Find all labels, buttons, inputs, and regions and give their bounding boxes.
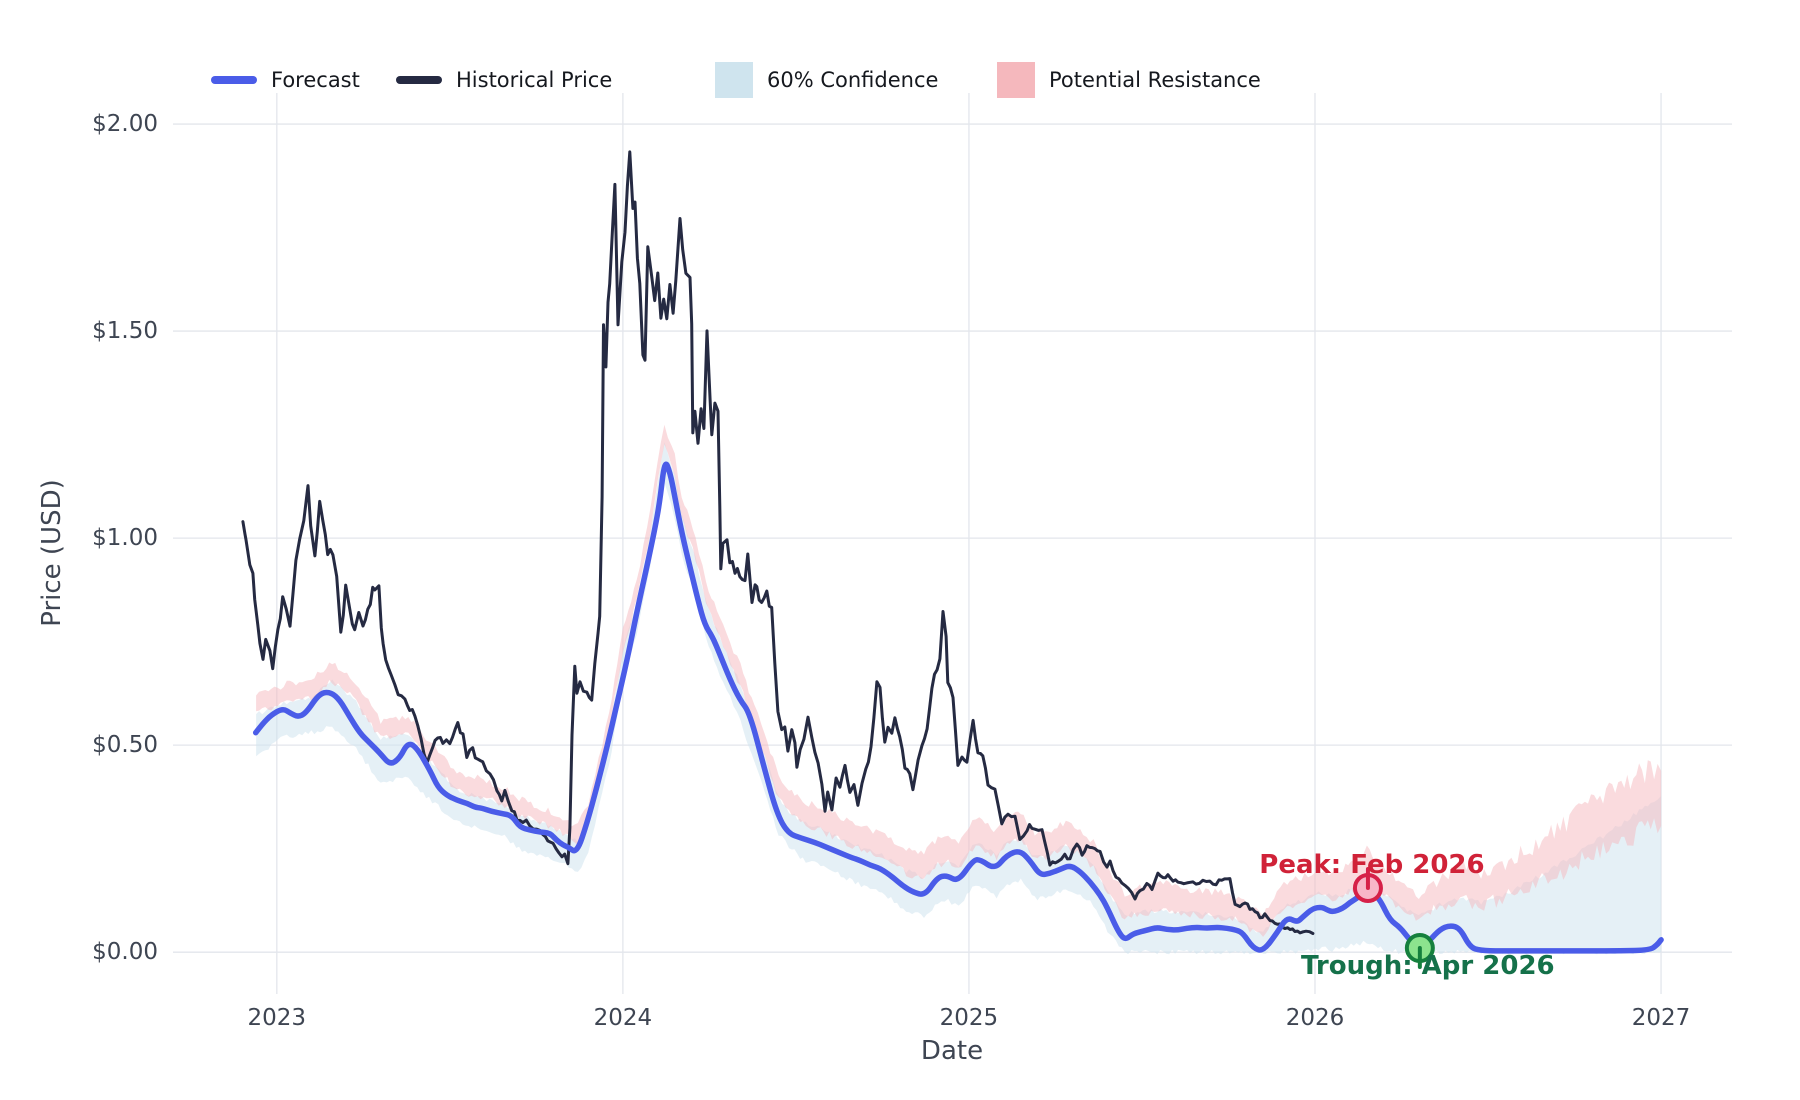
- legend-item-historical: Historical Price: [396, 58, 612, 102]
- legend-item-forecast: Forecast: [211, 58, 360, 102]
- historical-line-swatch: [396, 76, 442, 84]
- x-axis-title: Date: [920, 1036, 984, 1066]
- x-axis-tick-label: 2026: [1285, 1005, 1345, 1031]
- legend-label-confidence: 60% Confidence: [767, 68, 939, 92]
- y-axis-tick-label: $1.50: [92, 318, 158, 345]
- legend-label-historical: Historical Price: [456, 68, 613, 92]
- x-axis-tick-label: 2024: [593, 1005, 653, 1031]
- y-axis-title: Price (USD): [37, 479, 67, 627]
- legend-label-resistance: Potential Resistance: [1049, 68, 1261, 92]
- forecast-line-swatch: [211, 76, 257, 84]
- trough-annotation: Trough: Apr 2026: [1301, 951, 1555, 982]
- resistance-band-swatch: [997, 62, 1035, 98]
- x-axis-tick-label: 2023: [247, 1005, 307, 1031]
- y-axis-tick-label: $1.00: [92, 525, 158, 552]
- y-axis-tick-label: $0.00: [92, 939, 158, 966]
- y-axis-tick-label: $2.00: [92, 111, 158, 138]
- x-axis-tick-label: 2025: [939, 1005, 999, 1031]
- legend-item-confidence: 60% Confidence: [715, 58, 938, 102]
- x-axis-tick-label: 2027: [1631, 1005, 1691, 1031]
- legend-item-resistance: Potential Resistance: [997, 58, 1261, 102]
- y-axis-tick-label: $0.50: [92, 732, 158, 759]
- peak-annotation: Peak: Feb 2026: [1259, 850, 1485, 880]
- confidence-band-swatch: [715, 62, 753, 98]
- legend-label-forecast: Forecast: [271, 68, 360, 92]
